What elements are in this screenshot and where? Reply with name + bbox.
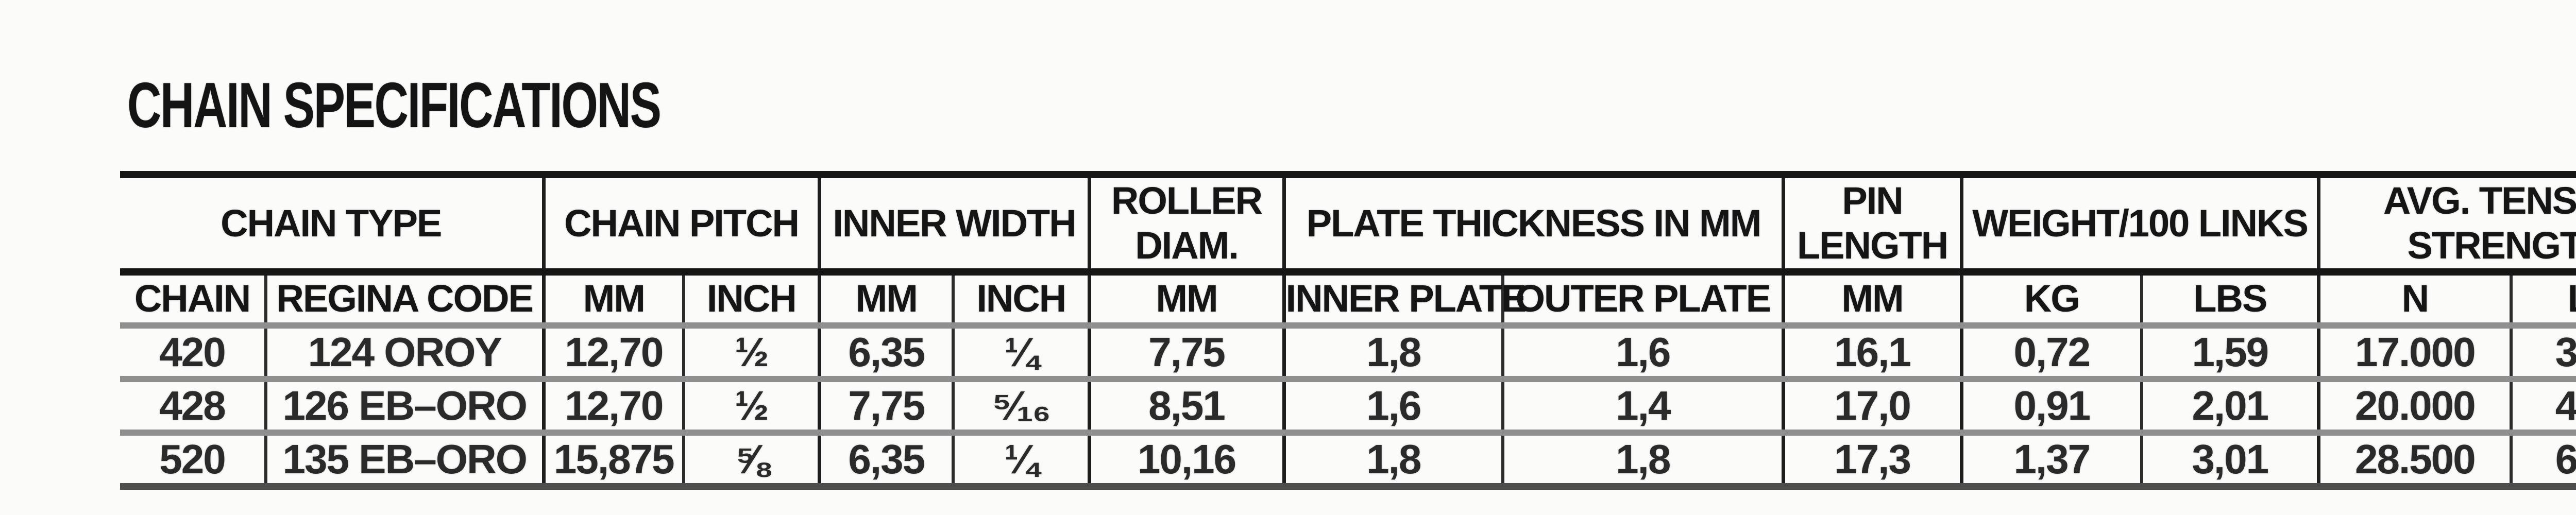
chain-specifications-table: CHAIN TYPE CHAIN PITCH INNER WIDTH ROLLE… bbox=[120, 171, 2576, 490]
table-cell: 7,75 bbox=[1089, 325, 1286, 382]
column-group-roller-diam: ROLLER DIAM. bbox=[1089, 171, 1286, 272]
table-cell: 3,01 bbox=[2142, 432, 2320, 490]
table-row: 420 124 OROY 12,70 ½ 6,35 ¼ 7,75 1,8 1,6 16,1 0,72… bbox=[120, 325, 2576, 382]
table-cell: 20.000 bbox=[2318, 379, 2513, 436]
table-cell: 7,75 bbox=[819, 379, 955, 436]
table-cell: ¼ bbox=[953, 325, 1091, 382]
table-cell: 428 bbox=[120, 379, 267, 436]
table-cell: 420 bbox=[120, 325, 267, 382]
column-group-inner-width: INNER WIDTH bbox=[819, 171, 1091, 272]
column-header: MM bbox=[544, 268, 685, 329]
table-cell: ⅝ bbox=[684, 432, 821, 490]
table-cell: 4.496 bbox=[2511, 379, 2576, 436]
table-cell: 6,35 bbox=[819, 432, 955, 490]
table-cell: 0,72 bbox=[1961, 325, 2144, 382]
table-cell: 1,59 bbox=[2142, 325, 2320, 382]
column-header: MM bbox=[1089, 268, 1286, 329]
table-cell: 2,01 bbox=[2142, 379, 2320, 436]
column-group-weight-100-links: WEIGHT/100 LINKS bbox=[1961, 171, 2320, 272]
table-cell: 8,51 bbox=[1089, 379, 1286, 436]
table-cell: 124 OROY bbox=[266, 325, 546, 382]
column-header: OUTER PLATE bbox=[1503, 268, 1785, 329]
column-group-chain-type: CHAIN TYPE bbox=[120, 171, 546, 272]
page-title: CHAIN SPECIFICATIONS bbox=[127, 70, 662, 141]
table-cell: 10,16 bbox=[1089, 432, 1286, 490]
column-group-pin-length: PIN LENGTH bbox=[1783, 171, 1963, 272]
table-cell: ½ bbox=[684, 325, 821, 382]
column-header: INCH bbox=[684, 268, 821, 329]
column-group-avg-tensile-strength: AVG. TENSILE STRENGTH bbox=[2318, 171, 2576, 272]
table-cell: ¼ bbox=[953, 432, 1091, 490]
table-cell: 1,8 bbox=[1284, 325, 1505, 382]
table-cell: 12,70 bbox=[544, 325, 685, 382]
sub-header-row: CHAIN REGINA CODE MM INCH MM INCH MM INNER PLAT… bbox=[120, 268, 2576, 329]
table-cell: 1,6 bbox=[1284, 379, 1505, 436]
table-cell: 126 EB–ORO bbox=[266, 379, 546, 436]
table-cell: 15,875 bbox=[544, 432, 685, 490]
table-cell: 1,4 bbox=[1503, 379, 1785, 436]
table-cell: 6,35 bbox=[819, 325, 955, 382]
column-header: INNER PLATE bbox=[1284, 268, 1527, 329]
column-group-plate-thickness: PLATE THICKNESS IN MM bbox=[1284, 171, 1785, 272]
table-cell: 17,3 bbox=[1783, 432, 1963, 490]
column-header: N bbox=[2318, 268, 2513, 329]
column-group-chain-pitch: CHAIN PITCH bbox=[544, 171, 821, 272]
column-header: CHAIN bbox=[120, 268, 267, 329]
table-cell: 135 EB–ORO bbox=[266, 432, 546, 490]
table-cell: ⁵⁄₁₆ bbox=[953, 379, 1091, 436]
table-cell: 28.500 bbox=[2318, 432, 2513, 490]
table-cell: ½ bbox=[684, 379, 821, 436]
column-header: MM bbox=[819, 268, 955, 329]
table-cell: 1,8 bbox=[1284, 432, 1505, 490]
column-header: MM bbox=[1783, 268, 1963, 329]
table-cell: 1,37 bbox=[1961, 432, 2144, 490]
table-body: 420 124 OROY 12,70 ½ 6,35 ¼ 7,75 1,8 1,6 16,1 0,72… bbox=[120, 325, 2576, 490]
column-header: REGINA CODE bbox=[266, 268, 546, 329]
table-cell: 3.822 bbox=[2511, 325, 2576, 382]
column-header: KG bbox=[1961, 268, 2144, 329]
table-cell: 12,70 bbox=[544, 379, 685, 436]
table-cell: 16,1 bbox=[1783, 325, 1963, 382]
column-header: LBS bbox=[2511, 268, 2576, 329]
column-header: INCH bbox=[953, 268, 1091, 329]
table-cell: 0,91 bbox=[1961, 379, 2144, 436]
group-header-row: CHAIN TYPE CHAIN PITCH INNER WIDTH ROLLE… bbox=[120, 171, 2576, 272]
column-header: LBS bbox=[2142, 268, 2320, 329]
table-cell: 17,0 bbox=[1783, 379, 1963, 436]
table-header: CHAIN TYPE CHAIN PITCH INNER WIDTH ROLLE… bbox=[120, 171, 2576, 329]
table-cell: 17.000 bbox=[2318, 325, 2513, 382]
table-cell: 520 bbox=[120, 432, 267, 490]
table-cell: 1,6 bbox=[1503, 325, 1785, 382]
table-row: 428 126 EB–ORO 12,70 ½ 7,75 ⁵⁄₁₆ 8,51 1,6 1,4 17,… bbox=[120, 379, 2576, 436]
table-cell: 1,8 bbox=[1503, 432, 1785, 490]
table-cell: 6.407 bbox=[2511, 432, 2576, 490]
table-row: 520 135 EB–ORO 15,875 ⅝ 6,35 ¼ 10,16 1,8 1,8 17,3… bbox=[120, 432, 2576, 490]
